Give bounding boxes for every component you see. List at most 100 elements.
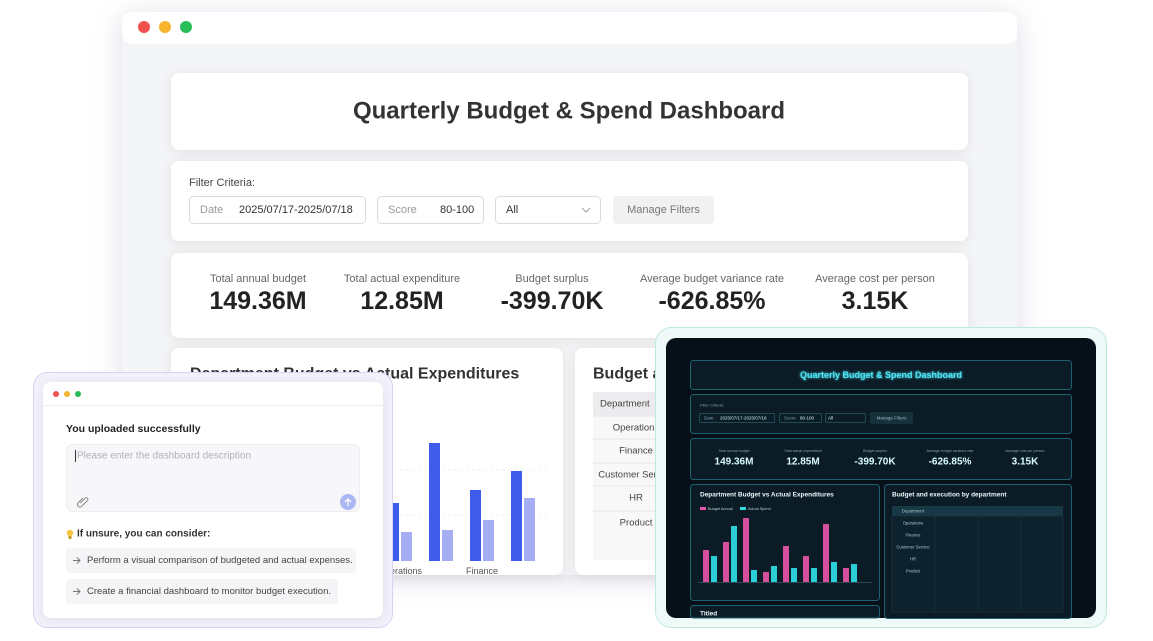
- table-header-bg: [593, 392, 663, 416]
- dark-department-table: Department Operations Finance Customer Serv…: [891, 506, 1064, 613]
- bar: [803, 556, 809, 582]
- attach-icon[interactable]: [77, 497, 89, 508]
- suggestion-chip[interactable]: [66, 548, 356, 573]
- assistant-popup: You uploaded successfully Please enter t…: [33, 372, 393, 628]
- dark-kpi-label: Average cost per person: [1005, 449, 1044, 453]
- dark-table-cell: Customer Service: [896, 545, 930, 550]
- dark-table-title: Budget and execution by department: [892, 492, 1007, 499]
- date-label: Date: [200, 204, 223, 216]
- legend-label: Actual Spend: [748, 507, 771, 511]
- kpi-label: Average budget variance rate: [640, 273, 784, 285]
- bar: [388, 503, 399, 561]
- arrow-icon: [73, 588, 81, 595]
- bar: [483, 520, 494, 561]
- dark-kpi-value: -399.70K: [854, 457, 896, 468]
- date-input[interactable]: [189, 196, 366, 224]
- dark-table-cell: HR: [910, 557, 916, 562]
- dark-chart-card: [690, 484, 880, 601]
- x-tick-label: Operations: [378, 566, 423, 576]
- bulb-base: [68, 536, 72, 539]
- bar: [751, 570, 757, 582]
- bar: [823, 524, 829, 582]
- close-dot[interactable]: [138, 21, 150, 33]
- send-icon: [344, 498, 352, 506]
- bar-chart: Operations Finance: [190, 443, 548, 576]
- table-cell: Product: [620, 518, 653, 529]
- kpi-card: [171, 253, 968, 338]
- bar: [811, 568, 817, 582]
- dark-kpi-label: Average budget variance rate: [926, 449, 973, 453]
- bar: [511, 471, 522, 561]
- input-placeholder: Please enter the dashboard description: [77, 451, 251, 462]
- score-input[interactable]: [377, 196, 484, 224]
- dark-footer-title: Titled: [700, 611, 717, 618]
- table-cell: Operations: [613, 423, 660, 434]
- title-card: [171, 73, 968, 150]
- dark-kpi-value: 12.85M: [786, 457, 819, 468]
- bar: [711, 556, 717, 582]
- suggestion-chip[interactable]: [66, 579, 338, 604]
- bar: [783, 546, 789, 582]
- dark-table-cell: Product: [906, 569, 921, 574]
- arrow-icon: [73, 557, 81, 564]
- kpi-label: Total actual expenditure: [344, 273, 460, 285]
- close-dot[interactable]: [53, 391, 59, 397]
- dark-date-label: Date: [704, 416, 714, 421]
- legend-label: Budget Annual: [708, 507, 733, 511]
- description-input[interactable]: [66, 444, 360, 512]
- kpi-value: 3.15K: [842, 287, 909, 315]
- minimize-dot[interactable]: [64, 391, 70, 397]
- bar: [771, 566, 777, 582]
- dark-kpi-card: [690, 438, 1072, 480]
- bar: [843, 568, 849, 582]
- bar: [763, 572, 769, 582]
- bar: [401, 532, 412, 561]
- dark-manage-label: Manage Filters: [877, 416, 908, 421]
- bar: [731, 526, 737, 582]
- kpi-label: Budget surplus: [515, 273, 589, 285]
- dark-score-label: Score: [784, 416, 796, 421]
- dark-select[interactable]: [825, 413, 866, 423]
- kpi-value: -399.70K: [501, 287, 604, 315]
- table-cell: Customer Service: [598, 470, 674, 481]
- bulb-icon: [66, 529, 74, 537]
- suggestion-text: Perform a visual comparison of budgeted …: [87, 555, 353, 566]
- minimize-dot[interactable]: [159, 21, 171, 33]
- manage-filters-button[interactable]: [613, 196, 714, 224]
- dark-dashboard-preview: Quarterly Budget & Spend Dashboard Filte…: [655, 327, 1107, 628]
- bar: [470, 490, 481, 561]
- dark-kpi-value: -626.85%: [929, 457, 972, 468]
- dark-date-input[interactable]: [699, 413, 775, 423]
- suggestion-text: Create a financial dashboard to monitor …: [87, 586, 331, 597]
- table-body-bg: [593, 416, 663, 560]
- department-table: Department Operations Finance Customer Serv…: [593, 392, 674, 560]
- bar: [851, 564, 857, 582]
- bar: [429, 443, 440, 561]
- bar: [703, 550, 709, 582]
- kpi-label: Total annual budget: [210, 273, 306, 285]
- dark-kpi-label: Total annual budget: [718, 449, 749, 453]
- title-bar: [122, 12, 1017, 44]
- dark-filter-label: Filter Criteria:: [700, 403, 724, 408]
- select-value: All: [506, 204, 518, 216]
- maximize-dot[interactable]: [180, 21, 192, 33]
- bar: [723, 542, 729, 582]
- dashboard-title: Quarterly Budget & Spend Dashboard: [353, 98, 785, 125]
- maximize-dot[interactable]: [75, 391, 81, 397]
- dark-footer-card: [690, 605, 880, 619]
- suggestion-list: Perform a visual comparison of budgeted …: [66, 548, 356, 604]
- dark-manage-button[interactable]: [870, 412, 913, 424]
- dark-table-cell: Finance: [906, 533, 922, 538]
- manage-filters-label: Manage Filters: [627, 204, 700, 216]
- dark-score-input[interactable]: [779, 413, 822, 423]
- dark-kpi-label: Budget surplus: [863, 449, 887, 453]
- score-value: 80-100: [440, 204, 474, 216]
- dark-kpi-value: 3.15K: [1012, 457, 1039, 468]
- select-input[interactable]: [495, 196, 601, 224]
- dark-date-value: 2025/07/17-2025/07/18: [720, 416, 767, 421]
- dark-table-body: [891, 515, 1064, 613]
- dark-select-value: All: [828, 416, 833, 421]
- score-label: Score: [388, 204, 417, 216]
